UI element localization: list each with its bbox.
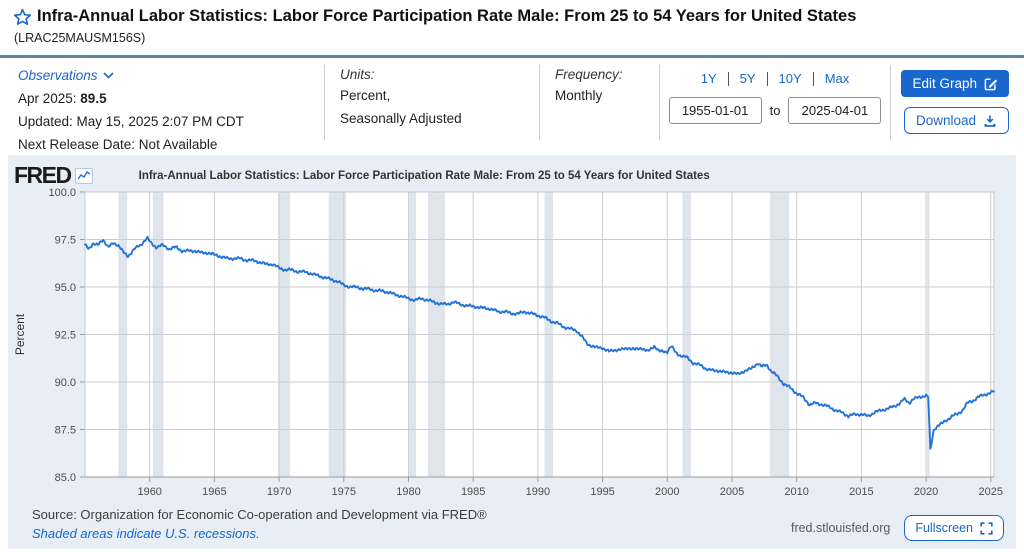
units-value-1: Percent, (340, 88, 391, 103)
x-tick-label: 2005 (720, 486, 744, 498)
start-date-input[interactable] (668, 97, 762, 124)
page-header: Infra-Annual Labor Statistics: Labor For… (0, 0, 1024, 55)
page-title: Infra-Annual Labor Statistics: Labor For… (37, 7, 857, 25)
chart-panel: FRED Infra-Annual Labor Statistics: Labo… (8, 155, 1016, 549)
frequency-value: Monthly (555, 88, 603, 103)
frequency-section: Frequency: Monthly (540, 58, 659, 148)
chart-footer: Source: Organization for Economic Co-ope… (32, 507, 1004, 541)
y-tick-label: 85.0 (55, 472, 76, 484)
header-divider (0, 55, 1024, 58)
favorite-star-icon[interactable] (13, 8, 32, 27)
x-tick-label: 1965 (202, 486, 226, 498)
download-icon (984, 114, 996, 127)
date-range-section: 1Y 5Y 10Y Max to (660, 58, 890, 148)
y-tick-label: 97.5 (55, 235, 76, 247)
x-tick-label: 1975 (332, 486, 356, 498)
units-section: Units: Percent, Seasonally Adjusted (325, 58, 539, 148)
observations-section: Observations Apr 2025: 89.5 Updated: May… (0, 58, 324, 152)
x-tick-label: 1980 (396, 486, 420, 498)
units-label: Units: (340, 67, 375, 82)
x-tick-label: 1995 (590, 486, 614, 498)
observations-label: Observations (18, 68, 98, 83)
y-tick-label: 87.5 (55, 425, 76, 437)
x-tick-label: 2015 (849, 486, 873, 498)
y-tick-label: 95.0 (55, 282, 76, 294)
date-range-to-label: to (769, 103, 781, 118)
download-button[interactable]: Download (903, 107, 1009, 134)
fullscreen-button[interactable]: Fullscreen (904, 515, 1004, 541)
x-tick-label: 1985 (461, 486, 485, 498)
x-tick-label: 2020 (914, 486, 938, 498)
x-tick-label: 2025 (979, 486, 1003, 498)
x-tick-label: 1970 (267, 486, 291, 498)
section-divider (890, 65, 891, 140)
series-info-bar: Observations Apr 2025: 89.5 Updated: May… (0, 58, 1024, 152)
legend-series-label[interactable]: Infra-Annual Labor Statistics: Labor For… (138, 169, 710, 182)
units-value-2: Seasonally Adjusted (340, 111, 462, 127)
range-link-separator (727, 71, 729, 86)
x-tick-label: 1990 (526, 486, 550, 498)
latest-value: 89.5 (80, 91, 107, 106)
recession-note-link[interactable]: Shaded areas indicate U.S. recessions. (32, 526, 260, 541)
time-series-chart[interactable]: 85.0 87.5 90.0 92.5 95.0 97.5 100.0 1960 1965 197… (8, 185, 1016, 505)
range-link-5y[interactable]: 5Y (739, 71, 756, 86)
fred-sparkline-icon (74, 167, 93, 184)
y-tick-label: 100.0 (48, 187, 76, 199)
x-tick-label: 2010 (784, 486, 808, 498)
updated-timestamp: Updated: May 15, 2025 2:07 PM CDT (18, 114, 244, 130)
x-tick-label: 1960 (137, 486, 161, 498)
range-link-1y[interactable]: 1Y (700, 71, 717, 86)
chevron-down-icon (102, 72, 114, 79)
series-id: (LRAC25MAUSM156S) (14, 31, 146, 45)
end-date-input[interactable] (788, 97, 882, 124)
section-divider (659, 65, 660, 140)
edit-icon (984, 77, 998, 90)
chart-legend: FRED Infra-Annual Labor Statistics: Labo… (14, 162, 710, 189)
latest-observation: Apr 2025: 89.5 (18, 91, 107, 106)
data-line (84, 235, 995, 450)
fred-logo[interactable]: FRED (14, 162, 72, 188)
fullscreen-icon (980, 521, 993, 535)
next-release-date: Next Release Date: Not Available (18, 137, 218, 153)
actions-section: Edit Graph Download (891, 58, 1024, 148)
range-link-max[interactable]: Max (824, 71, 850, 86)
section-divider (539, 65, 540, 140)
y-tick-label: 92.5 (55, 330, 76, 342)
range-link-separator (812, 71, 814, 86)
range-link-10y[interactable]: 10Y (778, 71, 802, 86)
site-url: fred.stlouisfed.org (790, 521, 891, 535)
edit-graph-button[interactable]: Edit Graph (901, 70, 1009, 97)
x-tick-label: 2000 (655, 486, 679, 498)
y-axis-title: Percent (13, 313, 27, 355)
range-shortcut-links: 1Y 5Y 10Y Max (660, 71, 890, 86)
range-link-separator (766, 71, 768, 86)
frequency-label: Frequency: (555, 67, 623, 82)
legend-line-swatch (105, 174, 131, 177)
section-divider (324, 65, 325, 140)
source-attribution: Source: Organization for Economic Co-ope… (32, 507, 487, 522)
y-tick-label: 90.0 (55, 377, 76, 389)
observations-dropdown[interactable]: Observations (18, 68, 114, 83)
